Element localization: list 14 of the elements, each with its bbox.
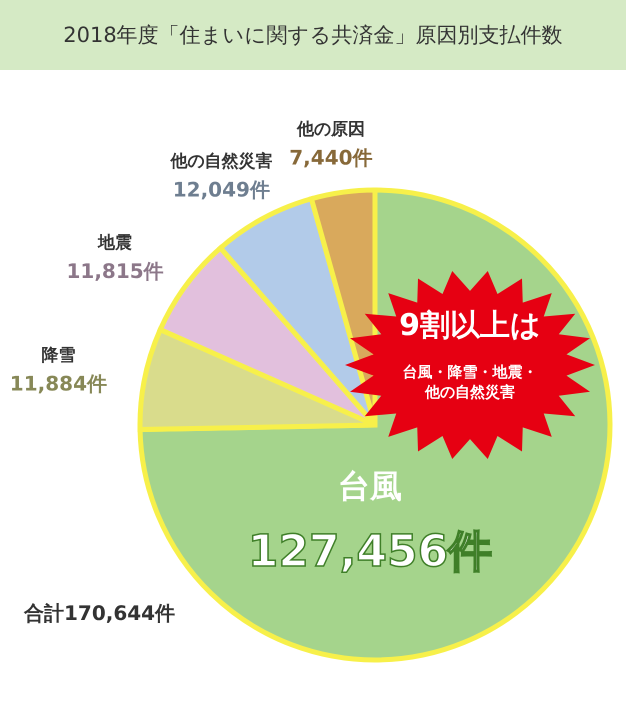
slice-label: 地震 (97, 232, 132, 253)
data-label: 12,049件 (172, 177, 270, 202)
data-label: 11,815件 (66, 258, 164, 283)
data-label: 7,440件 (289, 146, 373, 170)
data-label: 11,884件 (10, 372, 107, 396)
slice-label: 他の原因 (296, 120, 365, 140)
slice-label: 降雪 (41, 346, 76, 366)
text: 9割以上は (398, 307, 542, 345)
data-label: 127,456件 (248, 526, 492, 577)
text: 合計170,644件 (24, 600, 176, 627)
slice-label: 台風 (338, 467, 402, 505)
slice-label: 他の自然災害 (169, 151, 272, 172)
chart-title: 2018年度「住まいに関する共済金」原因別支払件数 (0, 0, 626, 70)
text: 台風・降雪・地震・他の自然災害 (402, 362, 538, 402)
